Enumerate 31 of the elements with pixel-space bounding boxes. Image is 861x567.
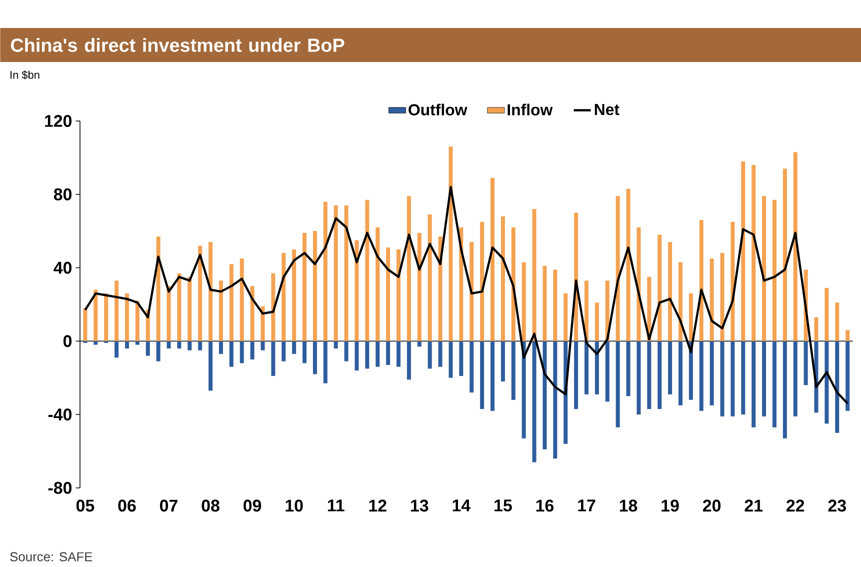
y-tick-label: -40 bbox=[48, 408, 72, 421]
x-tick-label: 13 bbox=[411, 500, 428, 512]
y-tick-label: 40 bbox=[54, 262, 72, 274]
x-tick-label: 22 bbox=[786, 500, 804, 512]
y-tick-label: -80 bbox=[48, 482, 72, 494]
x-tick-label: 20 bbox=[702, 500, 721, 512]
x-tick-label: 07 bbox=[160, 500, 178, 512]
legend-label: Net bbox=[594, 104, 620, 116]
x-tick-label: 08 bbox=[202, 500, 220, 512]
y-axis-title: In $bn bbox=[10, 70, 40, 80]
y-tick-label: 0 bbox=[63, 335, 72, 348]
y-tick-label: 80 bbox=[54, 188, 72, 200]
legend-label: Inflow bbox=[508, 104, 553, 116]
x-tick-label: 17 bbox=[578, 500, 596, 512]
x-tick-label: 15 bbox=[494, 500, 512, 512]
x-tick-label: 18 bbox=[620, 500, 638, 512]
x-tick-label: 10 bbox=[286, 500, 303, 512]
source-note: Source: SAFE bbox=[10, 552, 92, 562]
y-tick-label: 120 bbox=[45, 115, 72, 128]
x-tick-label: 05 bbox=[76, 500, 94, 512]
x-tick-label: 19 bbox=[662, 500, 679, 512]
x-tick-label: 14 bbox=[452, 500, 470, 512]
x-tick-label: 16 bbox=[536, 500, 554, 512]
x-tick-label: 11 bbox=[328, 500, 344, 512]
chart-title: China's direct investment under BoP bbox=[10, 38, 344, 52]
x-tick-label: 23 bbox=[828, 500, 846, 512]
x-tick-label: 09 bbox=[244, 500, 262, 512]
x-tick-label: 06 bbox=[118, 500, 136, 512]
x-tick-label: 12 bbox=[369, 500, 386, 512]
x-tick-label: 21 bbox=[744, 500, 763, 512]
legend-label: Outflow bbox=[408, 104, 468, 116]
